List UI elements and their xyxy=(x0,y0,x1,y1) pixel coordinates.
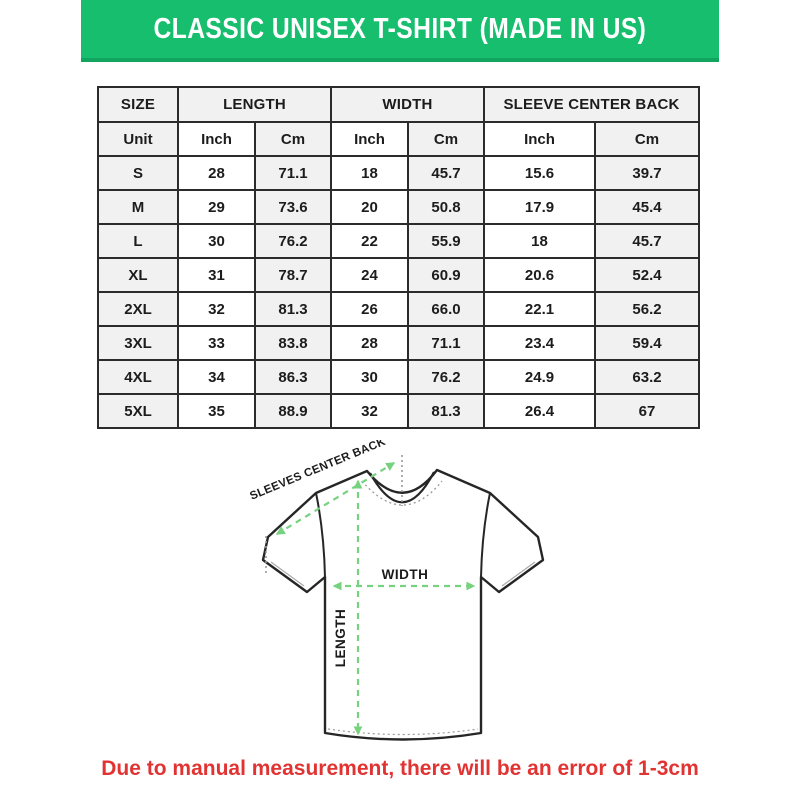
table-row-s: S 28 71.1 18 45.7 15.6 39.7 xyxy=(97,155,700,191)
length-label: LENGTH xyxy=(333,609,348,668)
col-header-sleeve-center-back: SLEEVE CENTER BACK xyxy=(483,86,700,123)
value-cell: 45.4 xyxy=(594,189,700,225)
value-cell: 18 xyxy=(330,155,409,191)
value-cell: 34 xyxy=(177,359,256,395)
value-cell: 23.4 xyxy=(483,325,596,361)
size-cell: 3XL xyxy=(97,325,179,361)
size-table-container: SIZE LENGTH WIDTH SLEEVE CENTER BACK Uni… xyxy=(97,86,700,429)
table-group-header-row: SIZE LENGTH WIDTH SLEEVE CENTER BACK xyxy=(97,86,700,123)
hem-stitch-line xyxy=(327,728,479,736)
value-cell: 39.7 xyxy=(594,155,700,191)
value-cell: 45.7 xyxy=(594,223,700,259)
value-cell: 18 xyxy=(483,223,596,259)
sleeve-hem-line-right xyxy=(501,561,536,587)
value-cell: 73.6 xyxy=(254,189,332,225)
value-cell: 66.0 xyxy=(407,291,485,327)
value-cell: 86.3 xyxy=(254,359,332,395)
size-cell: S xyxy=(97,155,179,191)
value-cell: 81.3 xyxy=(407,393,485,429)
value-cell: 71.1 xyxy=(407,325,485,361)
unit-cell: Inch xyxy=(330,121,409,157)
table-row-5xl: 5XL 35 88.9 32 81.3 26.4 67 xyxy=(97,393,700,429)
value-cell: 20 xyxy=(330,189,409,225)
value-cell: 83.8 xyxy=(254,325,332,361)
table-row-m: M 29 73.6 20 50.8 17.9 45.4 xyxy=(97,189,700,225)
value-cell: 60.9 xyxy=(407,257,485,293)
value-cell: 67 xyxy=(594,393,700,429)
value-cell: 15.6 xyxy=(483,155,596,191)
value-cell: 32 xyxy=(177,291,256,327)
value-cell: 30 xyxy=(177,223,256,259)
value-cell: 22 xyxy=(330,223,409,259)
size-cell: M xyxy=(97,189,179,225)
value-cell: 81.3 xyxy=(254,291,332,327)
value-cell: 59.4 xyxy=(594,325,700,361)
width-label: WIDTH xyxy=(382,567,429,582)
value-cell: 55.9 xyxy=(407,223,485,259)
value-cell: 31 xyxy=(177,257,256,293)
value-cell: 33 xyxy=(177,325,256,361)
unit-cell: Cm xyxy=(407,121,485,157)
value-cell: 26 xyxy=(330,291,409,327)
value-cell: 26.4 xyxy=(483,393,596,429)
value-cell: 29 xyxy=(177,189,256,225)
value-cell: 30 xyxy=(330,359,409,395)
value-cell: 24 xyxy=(330,257,409,293)
value-cell: 22.1 xyxy=(483,291,596,327)
value-cell: 50.8 xyxy=(407,189,485,225)
value-cell: 56.2 xyxy=(594,291,700,327)
table-row-l: L 30 76.2 22 55.9 18 45.7 xyxy=(97,223,700,259)
col-header-size: SIZE xyxy=(97,86,179,123)
size-chart-table: SIZE LENGTH WIDTH SLEEVE CENTER BACK Uni… xyxy=(97,86,700,429)
value-cell: 63.2 xyxy=(594,359,700,395)
unit-cell: Inch xyxy=(483,121,596,157)
measurement-disclaimer: Due to manual measurement, there will be… xyxy=(101,757,699,780)
value-cell: 20.6 xyxy=(483,257,596,293)
table-row-2xl: 2XL 32 81.3 26 66.0 22.1 56.2 xyxy=(97,291,700,327)
value-cell: 24.9 xyxy=(483,359,596,395)
tshirt-diagram: SLEEVES CENTER BACK WIDTH LENGTH xyxy=(248,440,545,741)
tshirt-outline xyxy=(261,468,545,741)
table-unit-row: Unit Inch Cm Inch Cm Inch Cm xyxy=(97,121,700,157)
value-cell: 76.2 xyxy=(407,359,485,395)
col-header-width: WIDTH xyxy=(330,86,485,123)
page-title: CLASSIC UNISEX T-SHIRT (MADE IN US) xyxy=(153,12,647,45)
title-banner: CLASSIC UNISEX T-SHIRT (MADE IN US) xyxy=(81,0,719,62)
armhole-seam-right xyxy=(480,492,491,578)
unit-cell: Cm xyxy=(594,121,700,157)
size-cell: XL xyxy=(97,257,179,293)
value-cell: 35 xyxy=(177,393,256,429)
value-cell: 17.9 xyxy=(483,189,596,225)
sleeve-hem-line-left xyxy=(270,561,305,587)
col-header-length: LENGTH xyxy=(177,86,332,123)
sleeves-center-back-arrow xyxy=(275,462,396,535)
size-cell: 4XL xyxy=(97,359,179,395)
unit-cell: Unit xyxy=(97,121,179,157)
value-cell: 52.4 xyxy=(594,257,700,293)
value-cell: 71.1 xyxy=(254,155,332,191)
value-cell: 28 xyxy=(330,325,409,361)
value-cell: 32 xyxy=(330,393,409,429)
size-cell: 2XL xyxy=(97,291,179,327)
value-cell: 88.9 xyxy=(254,393,332,429)
table-row-4xl: 4XL 34 86.3 30 76.2 24.9 63.2 xyxy=(97,359,700,395)
size-cell: 5XL xyxy=(97,393,179,429)
value-cell: 28 xyxy=(177,155,256,191)
unit-cell: Cm xyxy=(254,121,332,157)
size-cell: L xyxy=(97,223,179,259)
table-row-3xl: 3XL 33 83.8 28 71.1 23.4 59.4 xyxy=(97,325,700,361)
value-cell: 45.7 xyxy=(407,155,485,191)
table-row-xl: XL 31 78.7 24 60.9 20.6 52.4 xyxy=(97,257,700,293)
value-cell: 76.2 xyxy=(254,223,332,259)
unit-cell: Inch xyxy=(177,121,256,157)
value-cell: 78.7 xyxy=(254,257,332,293)
